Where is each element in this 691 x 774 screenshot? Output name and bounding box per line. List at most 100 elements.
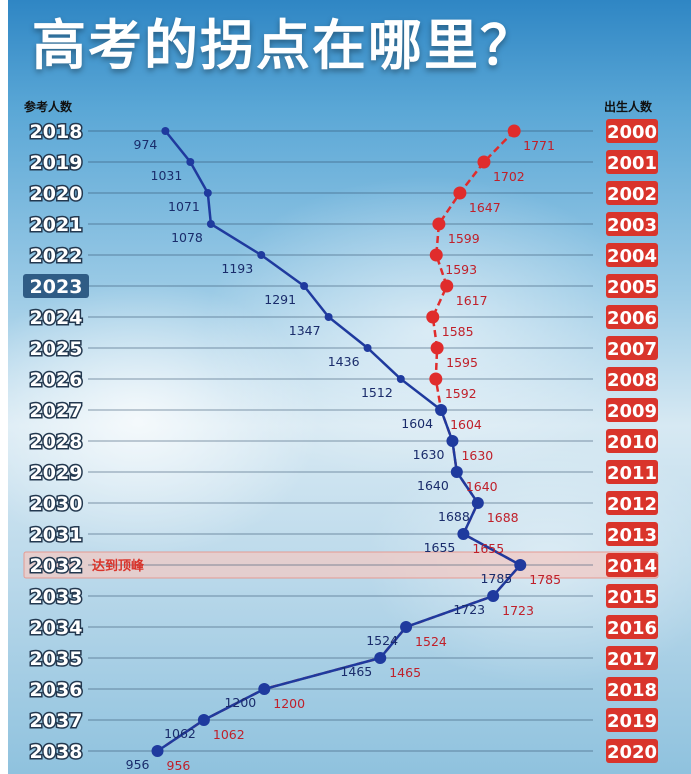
exam-point <box>151 745 164 757</box>
birth-value-label: 1655 <box>472 541 504 556</box>
exam-year-label: 2033 <box>30 586 83 608</box>
birth-year-label: 2012 <box>607 494 657 515</box>
birth-value-label: 1771 <box>523 138 555 153</box>
exam-year-label: 2034 <box>30 617 83 639</box>
exam-year-label: 2018 <box>30 121 83 143</box>
exam-value-label: 1031 <box>151 168 183 183</box>
exam-point <box>206 220 215 228</box>
birth-year-box <box>606 336 658 360</box>
birth-value-label: 1785 <box>529 572 561 587</box>
exam-year-label: 2031 <box>30 524 83 546</box>
birth-value-label: 1585 <box>442 324 474 339</box>
birth-point <box>440 279 454 293</box>
exam-year-label: 2027 <box>30 400 83 422</box>
exam-point <box>186 158 195 166</box>
exam-year-label: 2032 <box>30 555 83 577</box>
birth-point <box>453 186 467 200</box>
birth-value-label: 1630 <box>461 448 493 463</box>
birth-year-box <box>606 212 658 236</box>
exam-value-label: 1062 <box>164 726 196 741</box>
exam-point <box>450 466 463 478</box>
birth-year-label: 2002 <box>607 184 657 205</box>
exam-value-label: 1688 <box>438 509 470 524</box>
birth-year-label: 2001 <box>607 153 657 174</box>
birth-year-box <box>606 429 658 453</box>
exam-point <box>487 590 500 602</box>
birth-point <box>507 124 521 138</box>
birth-year-box <box>606 646 658 670</box>
exam-year-label: 2030 <box>30 493 83 515</box>
exam-point <box>446 435 459 447</box>
birth-value-label: 1647 <box>469 200 501 215</box>
birth-year-box <box>606 181 658 205</box>
exam-value-label: 1291 <box>264 292 296 307</box>
birth-point <box>430 341 444 355</box>
birth-year-label: 2008 <box>607 370 657 391</box>
birth-point <box>429 248 443 262</box>
birth-value-label: 1599 <box>448 231 480 246</box>
exam-year-label: 2019 <box>30 152 83 174</box>
birth-year-label: 2019 <box>607 711 657 732</box>
birth-value-label: 1524 <box>415 634 447 649</box>
exam-year-label: 2026 <box>30 369 83 391</box>
birth-year-label: 2020 <box>607 742 657 763</box>
exam-year-label: 2024 <box>30 307 83 329</box>
birth-year-box <box>606 398 658 422</box>
birth-year-label: 2005 <box>607 277 657 298</box>
birth-value-label: 956 <box>167 758 191 773</box>
exam-point <box>471 497 484 509</box>
birth-count-header: 出生人数 <box>604 100 653 114</box>
birth-year-label: 2015 <box>607 587 657 608</box>
exam-value-label: 1071 <box>168 199 200 214</box>
birth-point <box>429 372 443 386</box>
exam-value-label: 1078 <box>171 230 203 245</box>
line-chart: 2018 2019 2020 2021 2022 2023 2024 2025 2026 2027… <box>23 119 659 773</box>
exam-point <box>363 344 372 352</box>
exam-value-label: 956 <box>126 757 150 772</box>
birth-year-box <box>606 615 658 639</box>
birth-year-label: 2004 <box>607 246 657 267</box>
exam-value-label: 1465 <box>340 664 372 679</box>
birth-value-label: 1604 <box>450 417 482 432</box>
exam-year-label: 2021 <box>30 214 83 236</box>
exam-point <box>457 528 470 540</box>
exam-count-header: 参考人数 <box>24 100 73 114</box>
birth-point <box>426 310 440 324</box>
exam-value-label: 1630 <box>413 447 445 462</box>
exam-year-label: 2023 <box>30 276 83 298</box>
birth-year-box <box>606 584 658 608</box>
exam-value-label: 1200 <box>224 695 256 710</box>
birth-point <box>477 155 491 169</box>
exam-value-label: 1347 <box>289 323 321 338</box>
birth-value-label: 1062 <box>213 727 245 742</box>
birth-year-box <box>606 491 658 515</box>
exam-value-label: 1723 <box>453 602 485 617</box>
exam-point <box>435 404 448 416</box>
exam-point <box>396 375 405 383</box>
exam-year-label: 2036 <box>30 679 83 701</box>
exam-value-label: 1655 <box>424 540 456 555</box>
page-title: 高考的拐点在哪里？ <box>32 14 536 77</box>
birth-year-box <box>606 119 658 143</box>
exam-year-label: 2037 <box>30 710 83 732</box>
birth-year-label: 2016 <box>607 618 657 639</box>
exam-year-label: 2020 <box>30 183 83 205</box>
birth-year-box <box>606 677 658 701</box>
birth-year-box <box>606 274 658 298</box>
exam-year-label: 2028 <box>30 431 83 453</box>
birth-year-box <box>606 522 658 546</box>
birth-year-label: 2018 <box>607 680 657 701</box>
exam-point <box>324 313 333 321</box>
exam-year-label: 2022 <box>30 245 83 267</box>
birth-value-label: 1592 <box>445 386 477 401</box>
birth-year-box <box>606 553 658 577</box>
birth-year-label: 2003 <box>607 215 657 236</box>
exam-value-label: 1524 <box>366 633 398 648</box>
exam-value-label: 1640 <box>417 478 449 493</box>
exam-point <box>374 652 387 664</box>
exam-value-label: 1512 <box>361 385 393 400</box>
birth-year-label: 2013 <box>607 525 657 546</box>
exam-value-label: 974 <box>134 137 158 152</box>
birth-value-label: 1640 <box>466 479 498 494</box>
exam-point <box>161 127 170 135</box>
